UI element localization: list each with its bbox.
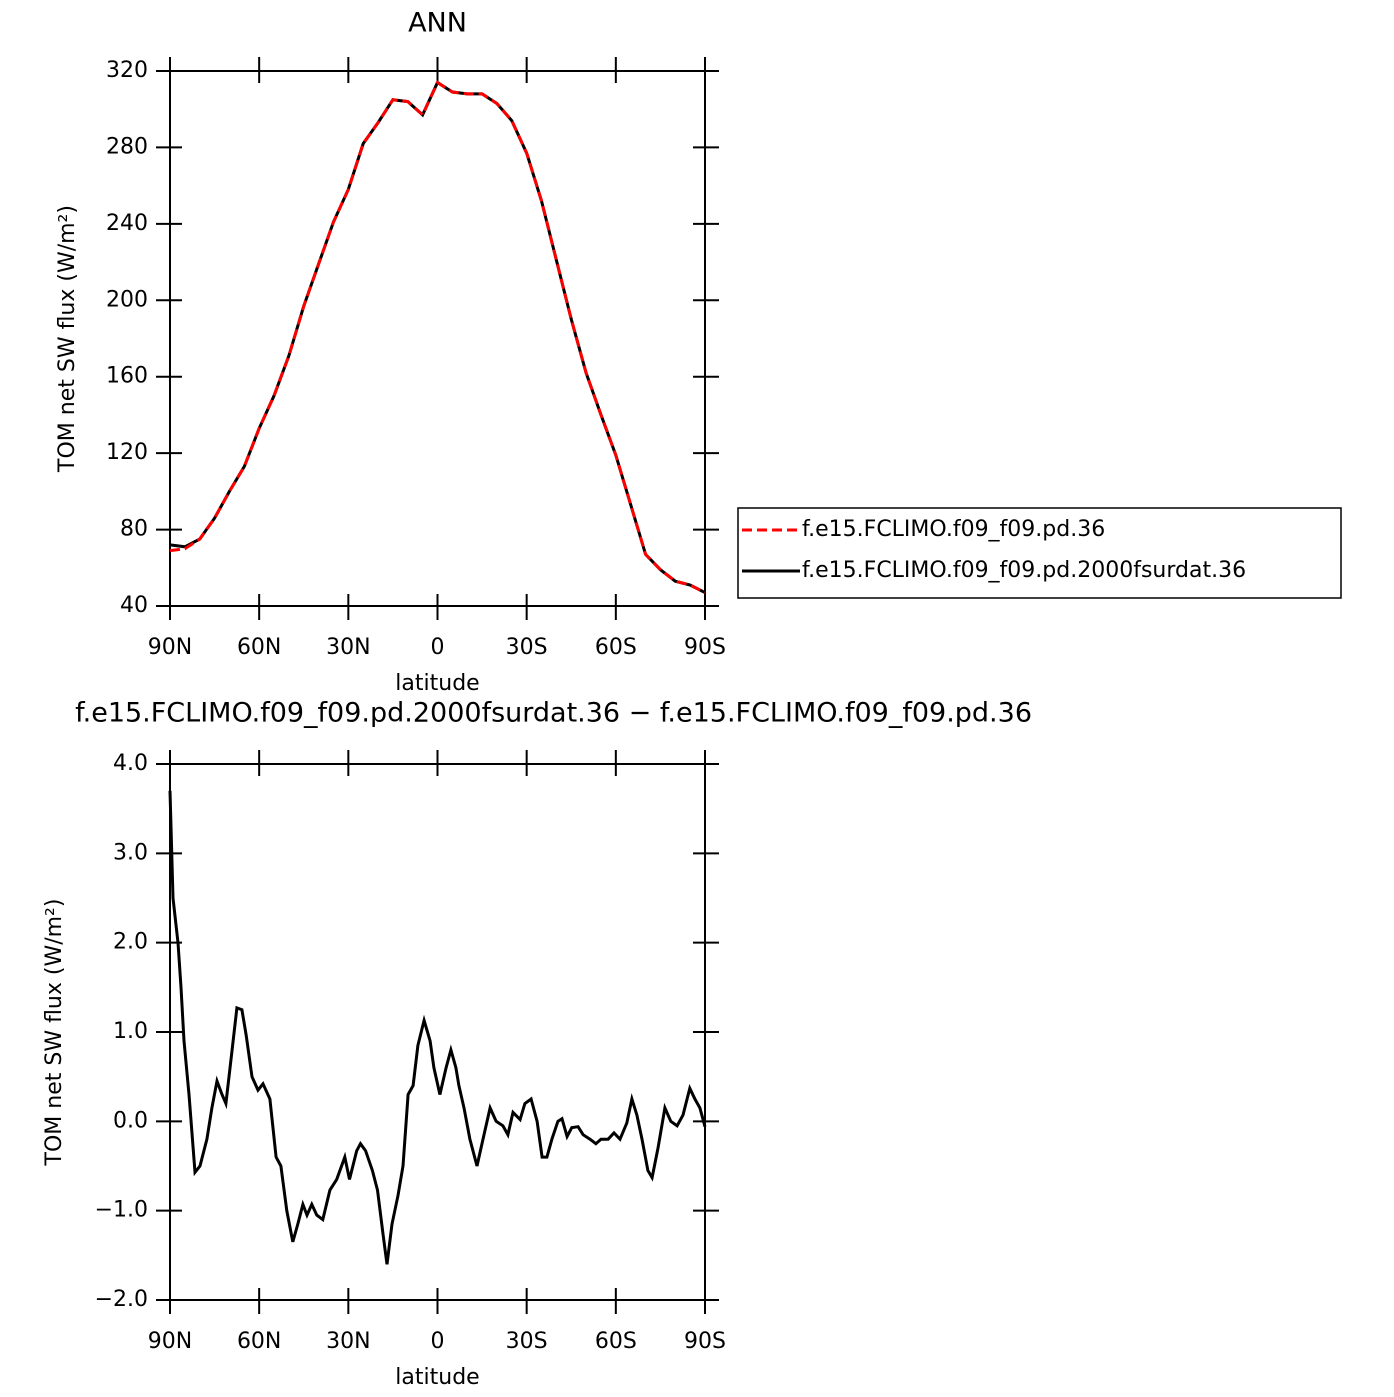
- y-tick-label: 80: [120, 517, 148, 542]
- y-tick-label: 3.0: [113, 840, 148, 865]
- data-line: [168, 790, 707, 1265]
- y-tick-label: 200: [106, 287, 148, 312]
- y-tick-label: 240: [106, 211, 148, 236]
- y-tick-label: 1.0: [113, 1019, 148, 1044]
- y-axis-label: TOM net SW flux (W/m²): [55, 205, 80, 473]
- x-tick-label: 90S: [684, 635, 726, 660]
- plot-frame: [169, 763, 706, 1301]
- x-tick-label: 90N: [148, 635, 192, 660]
- y-tick-label: 160: [106, 364, 148, 389]
- data-line: [169, 80, 706, 594]
- x-axis-label: latitude: [395, 1365, 479, 1390]
- x-tick-label: 30S: [506, 635, 548, 660]
- x-tick-label: 90S: [684, 1329, 726, 1354]
- y-axis-label: TOM net SW flux (W/m²): [42, 899, 67, 1167]
- y-tick-label: 40: [120, 593, 148, 618]
- data-line: [169, 80, 706, 594]
- x-tick-label: 60N: [237, 1329, 281, 1354]
- x-tick-label: 60N: [237, 635, 281, 660]
- x-tick-label: 0: [431, 635, 445, 660]
- y-tick-label: 0.0: [113, 1108, 148, 1133]
- legend-box: [737, 507, 1342, 599]
- x-tick-label: 30N: [326, 635, 370, 660]
- y-tick-label: 120: [106, 440, 148, 465]
- x-tick-label: 30S: [506, 1329, 548, 1354]
- x-tick-label: 60S: [595, 635, 637, 660]
- x-axis-label: latitude: [395, 671, 479, 696]
- y-tick-label: −2.0: [95, 1287, 148, 1312]
- x-tick-label: 60S: [595, 1329, 637, 1354]
- y-tick-label: 2.0: [113, 930, 148, 955]
- chart-title: ANN: [408, 8, 467, 39]
- y-tick-label: 280: [106, 134, 148, 159]
- chart-title: f.e15.FCLIMO.f09_f09.pd.2000fsurdat.36 −…: [75, 698, 1032, 729]
- y-tick-label: 320: [106, 58, 148, 83]
- x-tick-label: 0: [431, 1329, 445, 1354]
- legend-label: f.e15.FCLIMO.f09_f09.pd.36: [802, 517, 1105, 542]
- y-tick-label: −1.0: [95, 1198, 148, 1223]
- y-tick-label: 4.0: [113, 751, 148, 776]
- x-tick-label: 90N: [148, 1329, 192, 1354]
- legend-label: f.e15.FCLIMO.f09_f09.pd.2000fsurdat.36: [802, 558, 1246, 583]
- plot-frame: [169, 70, 706, 607]
- x-tick-label: 30N: [326, 1329, 370, 1354]
